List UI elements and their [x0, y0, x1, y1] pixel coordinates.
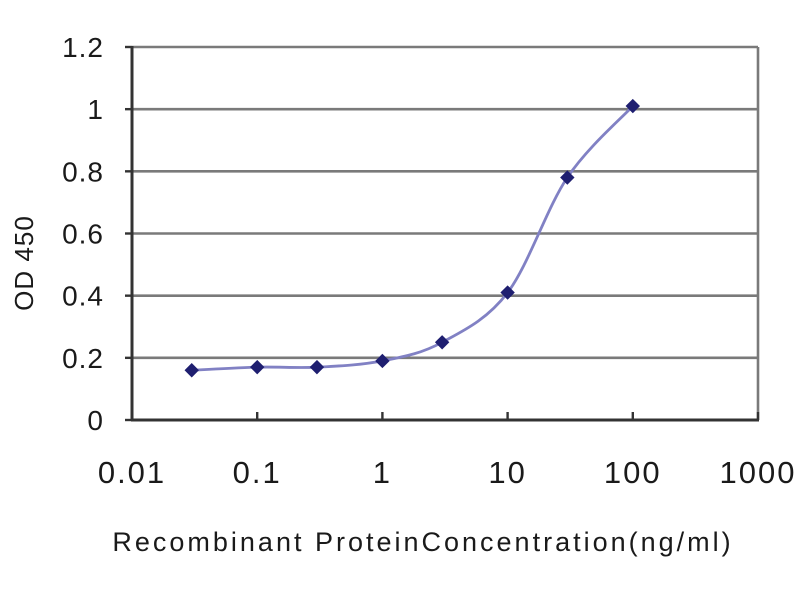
data-point-marker-10: [500, 285, 515, 300]
y-tick-label-0: 0: [87, 405, 104, 436]
data-point-marker-100: [625, 98, 641, 114]
x-tick-label-1: 1: [373, 455, 392, 490]
x-tick-label-0.1: 0.1: [233, 455, 282, 490]
y-axis-title: OD 450: [9, 215, 39, 311]
x-tick-label-10: 10: [488, 455, 526, 490]
y-tick-label-1.2: 1.2: [62, 32, 104, 63]
y-tick-label-0.8: 0.8: [62, 156, 104, 187]
data-point-marker-0.3: [309, 359, 325, 375]
x-axis-title: Recombinant ProteinConcentration(ng/ml): [112, 527, 734, 557]
x-tick-label-0.01: 0.01: [98, 455, 166, 490]
x-tick-label-100: 100: [604, 455, 662, 490]
data-point-marker-0.03: [184, 363, 199, 378]
series-line-OD 450: [191, 105, 634, 372]
y-tick-label-1: 1: [87, 94, 104, 125]
data-point-marker-1: [375, 353, 390, 369]
data-point-marker-3: [434, 335, 450, 350]
y-tick-label-0.6: 0.6: [62, 219, 104, 250]
y-tick-label-0.2: 0.2: [62, 343, 104, 374]
data-point-marker-30: [560, 170, 575, 185]
y-tick-label-0.4: 0.4: [62, 281, 104, 312]
x-tick-label-1000: 1000: [720, 455, 797, 490]
data-point-marker-0.1: [249, 359, 265, 375]
